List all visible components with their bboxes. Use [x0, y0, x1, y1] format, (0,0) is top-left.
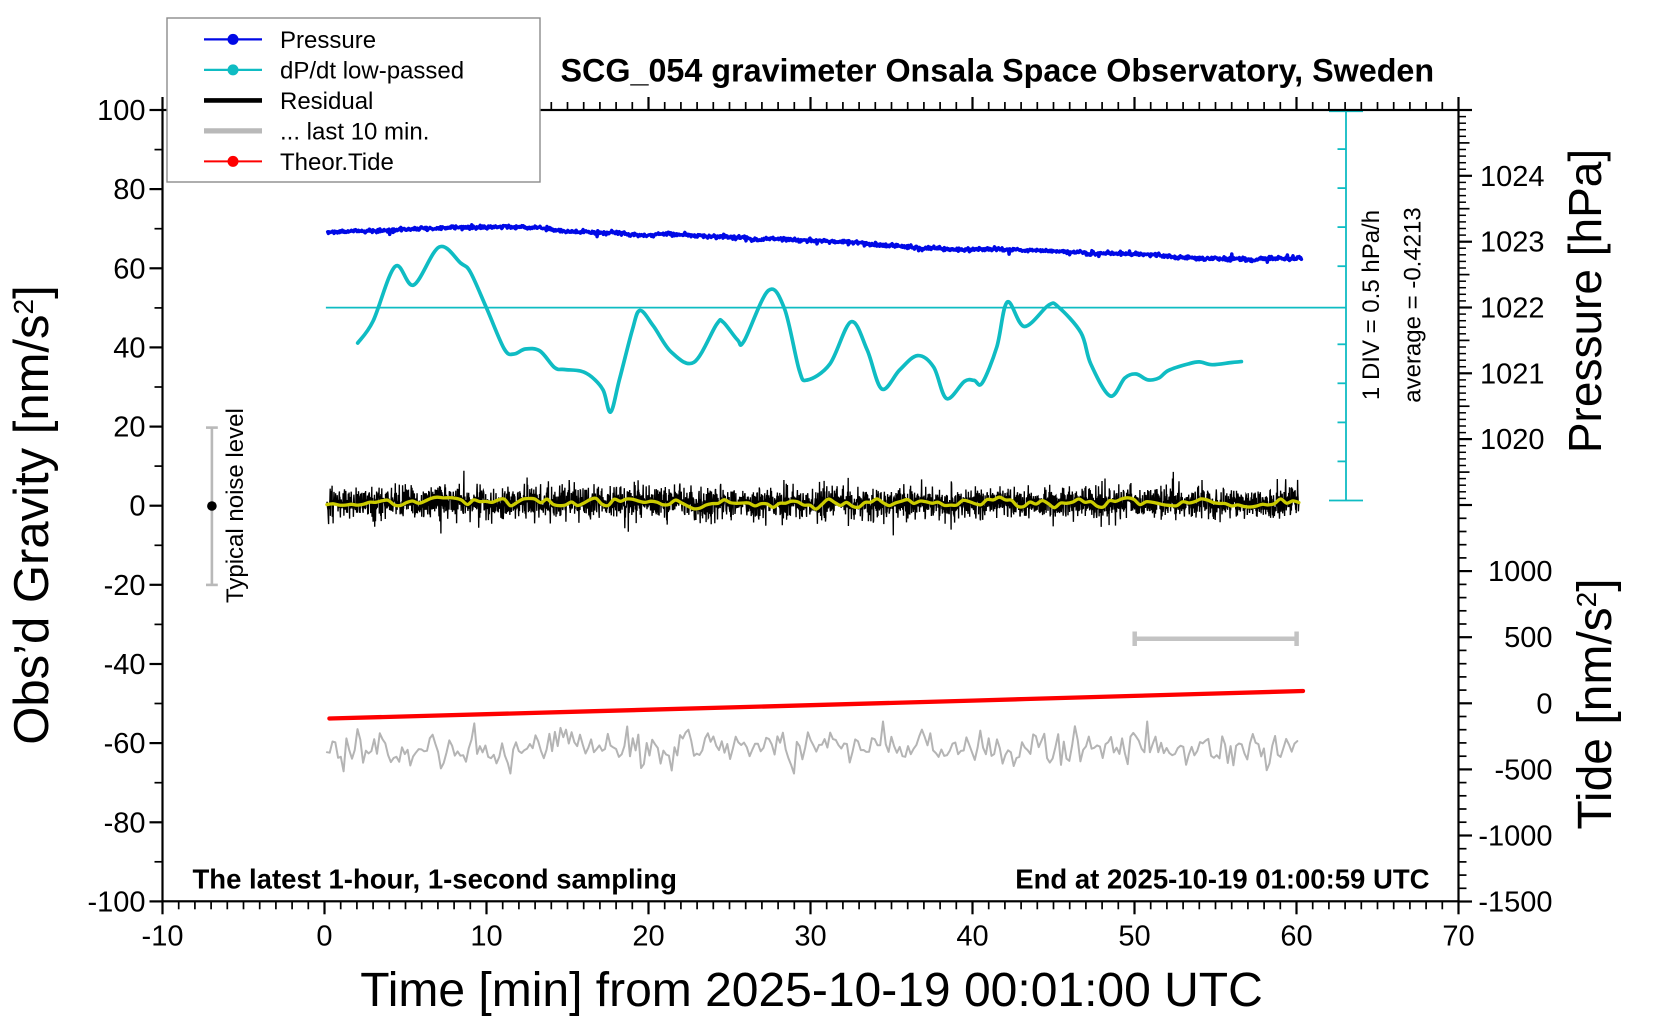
- svg-text:-1000: -1000: [1478, 821, 1552, 853]
- svg-text:Pressure: Pressure: [280, 27, 376, 54]
- svg-text:0: 0: [1536, 688, 1552, 720]
- svg-text:1023: 1023: [1480, 227, 1545, 259]
- svg-text:10: 10: [470, 921, 502, 953]
- svg-text:1020: 1020: [1480, 424, 1545, 456]
- svg-text:80: 80: [113, 174, 145, 206]
- svg-text:average = -0.4213: average = -0.4213: [1400, 207, 1427, 402]
- svg-text:-20: -20: [104, 570, 146, 602]
- svg-text:1 DIV = 0.5 hPa/h: 1 DIV = 0.5 hPa/h: [1358, 210, 1385, 400]
- svg-text:-80: -80: [104, 807, 146, 839]
- svg-text:50: 50: [1118, 921, 1150, 953]
- svg-text:... last 10 min.: ... last 10 min.: [280, 118, 429, 145]
- svg-text:End at 2025-10-19 01:00:59 UTC: End at 2025-10-19 01:00:59 UTC: [1015, 864, 1429, 895]
- svg-text:Time [min] from 2025-10-19 00:: Time [min] from 2025-10-19 00:01:00 UTC: [360, 964, 1263, 1017]
- svg-text:40: 40: [113, 332, 145, 364]
- svg-text:-40: -40: [104, 649, 146, 681]
- svg-text:dP/dt low-passed: dP/dt low-passed: [280, 57, 464, 84]
- svg-text:1024: 1024: [1480, 161, 1545, 193]
- svg-text:-500: -500: [1494, 754, 1552, 786]
- svg-text:20: 20: [113, 412, 145, 444]
- svg-text:60: 60: [113, 253, 145, 285]
- svg-text:-1500: -1500: [1478, 887, 1552, 919]
- svg-text:1021: 1021: [1480, 358, 1545, 390]
- svg-text:1022: 1022: [1480, 293, 1545, 325]
- svg-text:0: 0: [316, 921, 332, 953]
- svg-text:Theor.Tide: Theor.Tide: [280, 149, 394, 176]
- svg-text:70: 70: [1442, 921, 1474, 953]
- svg-text:The latest 1-hour, 1-second sa: The latest 1-hour, 1-second sampling: [193, 864, 677, 895]
- svg-text:40: 40: [956, 921, 988, 953]
- svg-text:Pressure [hPa]: Pressure [hPa]: [1559, 149, 1611, 453]
- svg-text:100: 100: [97, 95, 145, 127]
- svg-text:Residual: Residual: [280, 88, 373, 115]
- svg-text:SCG_054 gravimeter Onsala Spac: SCG_054 gravimeter Onsala Space Observat…: [561, 53, 1435, 89]
- svg-text:Typical noise level: Typical noise level: [222, 408, 249, 603]
- svg-text:1000: 1000: [1488, 556, 1553, 588]
- svg-text:20: 20: [632, 921, 664, 953]
- svg-text:30: 30: [794, 921, 826, 953]
- svg-text:-60: -60: [104, 728, 146, 760]
- svg-text:Tide [nm/s2]: Tide [nm/s2]: [1569, 578, 1622, 829]
- svg-text:-100: -100: [87, 886, 145, 918]
- svg-text:500: 500: [1504, 622, 1552, 654]
- svg-text:Obs’d Gravity [nm/s2]: Obs’d Gravity [nm/s2]: [5, 285, 59, 744]
- svg-text:-10: -10: [142, 921, 184, 953]
- svg-text:60: 60: [1280, 921, 1312, 953]
- svg-text:0: 0: [129, 491, 145, 523]
